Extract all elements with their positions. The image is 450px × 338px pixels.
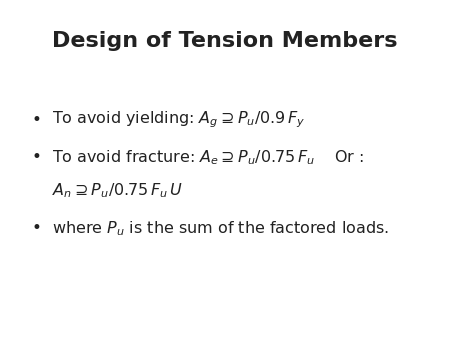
Text: where $P_u$ is the sum of the factored loads.: where $P_u$ is the sum of the factored l…: [52, 219, 389, 238]
Text: To avoid fracture: $A_e \supseteq P_u / 0.75\,F_u$    Or :: To avoid fracture: $A_e \supseteq P_u / …: [52, 148, 364, 167]
Text: $A_n \supseteq P_u / 0.75\,F_u\,U$: $A_n \supseteq P_u / 0.75\,F_u\,U$: [52, 182, 183, 200]
Text: •: •: [31, 148, 41, 166]
Text: •: •: [31, 111, 41, 129]
Text: To avoid yielding: $A_g \supseteq P_u / 0.9\,F_y$: To avoid yielding: $A_g \supseteq P_u / …: [52, 110, 306, 130]
Text: Design of Tension Members: Design of Tension Members: [52, 30, 398, 51]
Text: •: •: [31, 219, 41, 237]
